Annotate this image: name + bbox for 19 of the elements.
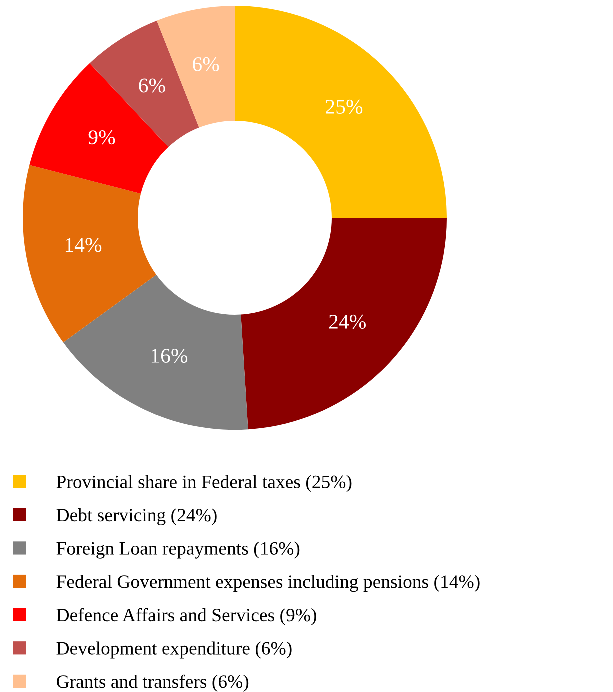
legend-label: Federal Government expenses including pensions (14%) xyxy=(56,575,480,592)
data-label: 6% xyxy=(193,57,220,72)
legend-label: Provincial share in Federal taxes (25%) xyxy=(56,475,352,492)
data-label: 9% xyxy=(88,130,116,145)
donut-slice xyxy=(23,165,157,343)
legend-label: Defence Affairs and Services (9%) xyxy=(56,608,316,626)
data-label: 14% xyxy=(66,238,102,252)
data-label: 24% xyxy=(329,314,366,330)
legend-label: Development expenditure (6%) xyxy=(56,642,292,659)
donut-slice xyxy=(241,218,447,430)
donut-slice xyxy=(63,275,248,430)
legend-label: Grants and transfers (6%) xyxy=(57,674,249,692)
legend-label: Debt servicing (24%) xyxy=(56,508,217,526)
legend-label: Foreign Loan repayments (16%) xyxy=(56,542,300,559)
data-label: 25% xyxy=(326,100,363,114)
data-label: 6% xyxy=(139,78,166,93)
donut-slice xyxy=(30,63,169,194)
data-label: 16% xyxy=(152,348,188,364)
donut-slice xyxy=(235,6,447,218)
